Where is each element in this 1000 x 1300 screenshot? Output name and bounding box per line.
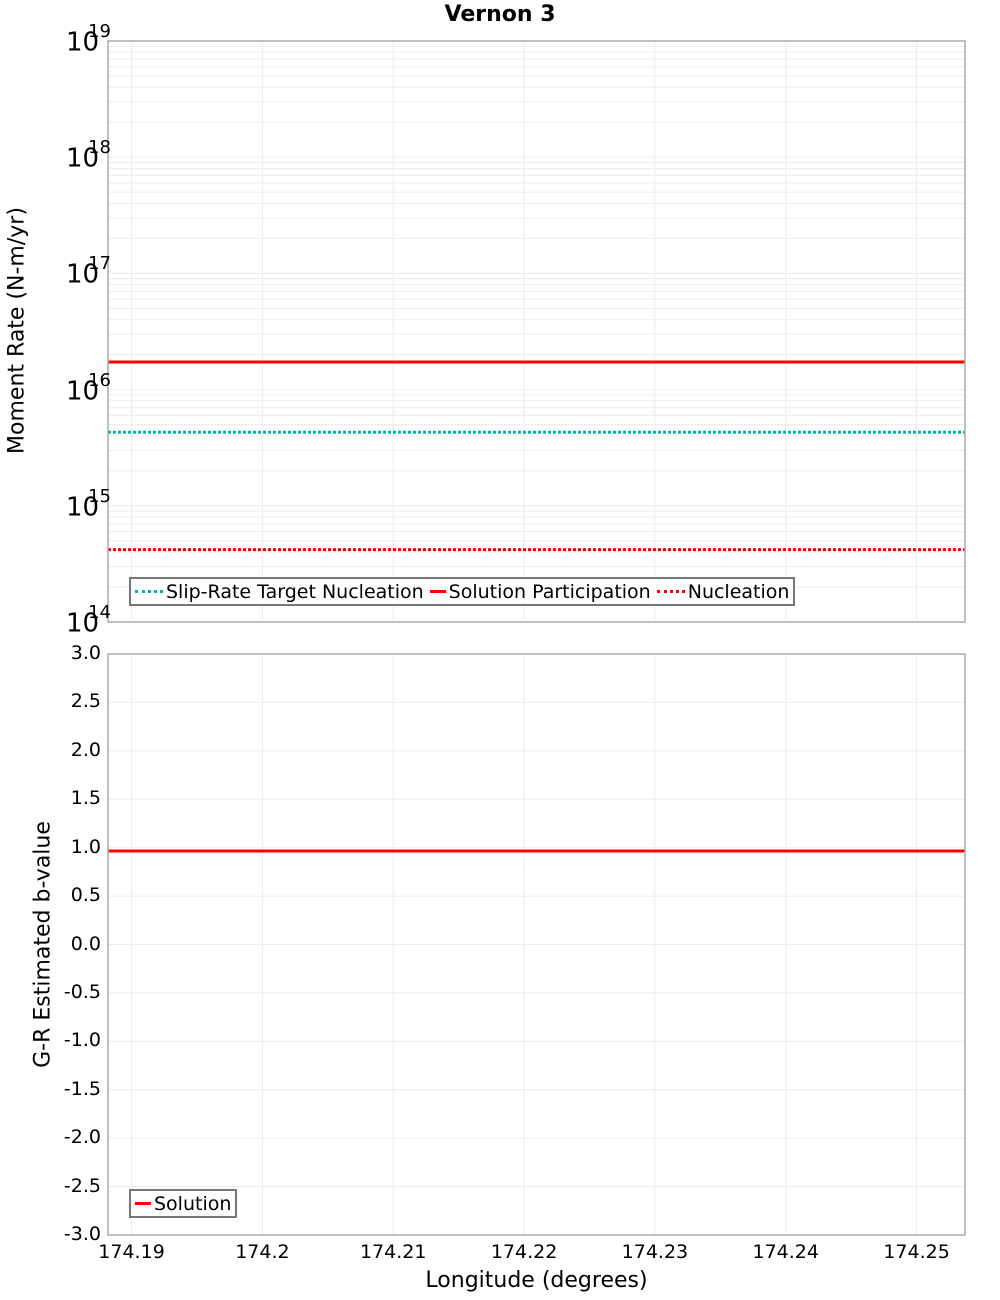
dotted-line-swatch-icon (135, 590, 163, 593)
x-tick-label: 174.2 (235, 1241, 290, 1263)
legend-item-slip-rate-target-nucleation: Slip-Rate Target Nucleation (135, 581, 424, 603)
y-tick-label: -3.0 (63, 1223, 101, 1245)
x-tick-label: 174.23 (621, 1241, 689, 1263)
solid-line-swatch-icon (429, 590, 446, 593)
top-y-axis-label: Moment Rate (N-m/yr) (4, 207, 30, 454)
legend-label: Nucleation (687, 580, 790, 603)
y-tick-label: 0.0 (70, 932, 101, 955)
y-tick-label: 1019 (66, 21, 111, 58)
x-tick-label: 174.21 (359, 1241, 427, 1263)
x-axis-label: Longitude (degrees) (425, 1268, 648, 1293)
dotted-line-swatch-icon (656, 590, 685, 593)
y-tick-label: 1.5 (70, 787, 101, 810)
y-tick-label: 2.5 (70, 690, 101, 713)
x-tick-label: 174.24 (752, 1241, 819, 1263)
legend-item-solution: Solution (135, 1193, 231, 1215)
y-tick-label: 0.5 (70, 884, 101, 907)
y-tick-label: 2.0 (70, 738, 101, 761)
y-tick-label: 3.0 (70, 642, 101, 664)
x-tick-label: 174.19 (98, 1241, 165, 1263)
y-tick-label: 1.0 (70, 835, 101, 858)
y-tick-label: 1016 (66, 369, 111, 407)
y-tick-label: 1014 (66, 602, 111, 639)
top-legend: Slip-Rate Target Nucleation Solution Par… (129, 577, 796, 606)
legend-label: Solution Participation (448, 580, 651, 603)
y-tick-label: 1017 (66, 253, 111, 291)
top-plot-area (107, 40, 966, 623)
x-tick-label: 174.22 (490, 1241, 558, 1263)
legend-item-solution-participation: Solution Participation (429, 580, 651, 603)
bottom-legend: Solution (129, 1189, 238, 1218)
chart-title: Vernon 3 (444, 2, 556, 27)
solid-line-swatch-icon (135, 1202, 151, 1205)
y-tick-label: 1018 (66, 137, 111, 174)
legend-item-nucleation: Nucleation (656, 580, 790, 603)
x-tick-label: 174.25 (883, 1241, 950, 1263)
legend-label: Slip-Rate Target Nucleation (166, 580, 424, 603)
bottom-plot-area (107, 653, 966, 1236)
y-tick-label: -1.5 (63, 1077, 101, 1100)
y-tick-label: 1015 (66, 485, 111, 523)
y-tick-label: -2.0 (63, 1126, 101, 1149)
y-tick-label: -1.0 (63, 1029, 101, 1052)
y-tick-label: -0.5 (63, 980, 101, 1003)
y-tick-label: -2.5 (63, 1174, 101, 1197)
legend-label: Solution (154, 1192, 232, 1215)
